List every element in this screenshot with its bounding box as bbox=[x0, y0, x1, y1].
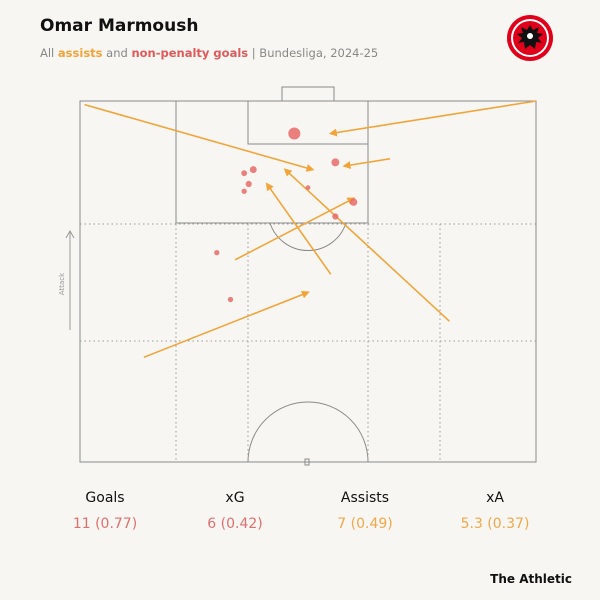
pitch-lines bbox=[79, 86, 537, 466]
subtitle-assists: assists bbox=[57, 46, 103, 60]
subtitle-middle: and bbox=[102, 46, 132, 60]
stat-assists-label: Assists bbox=[340, 490, 390, 506]
assist-arrow-7 bbox=[143, 290, 310, 359]
goal-shot-8 bbox=[349, 198, 358, 206]
brand-logo: The Athletic bbox=[490, 572, 572, 586]
goals-layer bbox=[214, 127, 358, 303]
subtitle-goals: non-penalty goals bbox=[131, 46, 249, 60]
assist-arrow-1 bbox=[84, 103, 315, 172]
goal-shot-5 bbox=[245, 180, 252, 188]
goal-shot-6 bbox=[241, 188, 247, 194]
attack-direction-arrow bbox=[65, 229, 75, 330]
goal-shot-3 bbox=[249, 166, 257, 174]
stat-xg-value: 6 (0.42) bbox=[207, 516, 263, 532]
goal-shot-4 bbox=[241, 170, 248, 177]
assist-arrow-3 bbox=[342, 157, 391, 169]
stat-xg-label: xG bbox=[225, 490, 245, 506]
goal-shot-10 bbox=[214, 249, 220, 256]
goal-frame bbox=[281, 86, 335, 102]
six-yard-box bbox=[247, 100, 369, 145]
zone-grid bbox=[80, 223, 536, 462]
stat-xa-value: 5.3 (0.37) bbox=[460, 516, 530, 532]
subtitle-prefix: All bbox=[40, 46, 58, 60]
assist-arrow-4 bbox=[283, 168, 450, 322]
assist-arrow-5 bbox=[265, 182, 332, 275]
assist-arrow-2 bbox=[328, 100, 537, 137]
stat-goals-label: Goals bbox=[85, 490, 125, 506]
attack-label: Attack bbox=[58, 272, 66, 295]
chart-title: Omar Marmoush bbox=[40, 16, 199, 36]
subtitle-suffix: | Bundesliga, 2024-25 bbox=[248, 46, 379, 60]
stat-assists: Assists 7 (0.49) bbox=[300, 490, 430, 532]
centre-circle bbox=[247, 401, 369, 463]
goal-shot-11 bbox=[227, 296, 234, 303]
goal-shot-7 bbox=[305, 185, 311, 190]
penalty-arc bbox=[269, 222, 347, 252]
stat-xg: xG 6 (0.42) bbox=[170, 490, 300, 532]
goal-shot-2 bbox=[331, 158, 340, 167]
stat-goals-value: 11 (0.77) bbox=[72, 516, 138, 532]
stat-xa-label: xA bbox=[486, 490, 504, 506]
assist-arrow-6 bbox=[234, 197, 356, 261]
chart-subtitle: All assists and non-penalty goals | Bund… bbox=[40, 46, 378, 60]
stat-assists-value: 7 (0.49) bbox=[337, 516, 393, 532]
stat-goals: Goals 11 (0.77) bbox=[40, 490, 170, 532]
goal-shot-1 bbox=[288, 127, 301, 140]
assists-layer bbox=[84, 100, 537, 359]
stat-xa: xA 5.3 (0.37) bbox=[430, 490, 560, 532]
goal-shot-9 bbox=[332, 213, 339, 220]
centre-spot bbox=[304, 458, 310, 466]
club-crest-icon bbox=[507, 15, 553, 61]
pitch-outline bbox=[79, 100, 537, 463]
